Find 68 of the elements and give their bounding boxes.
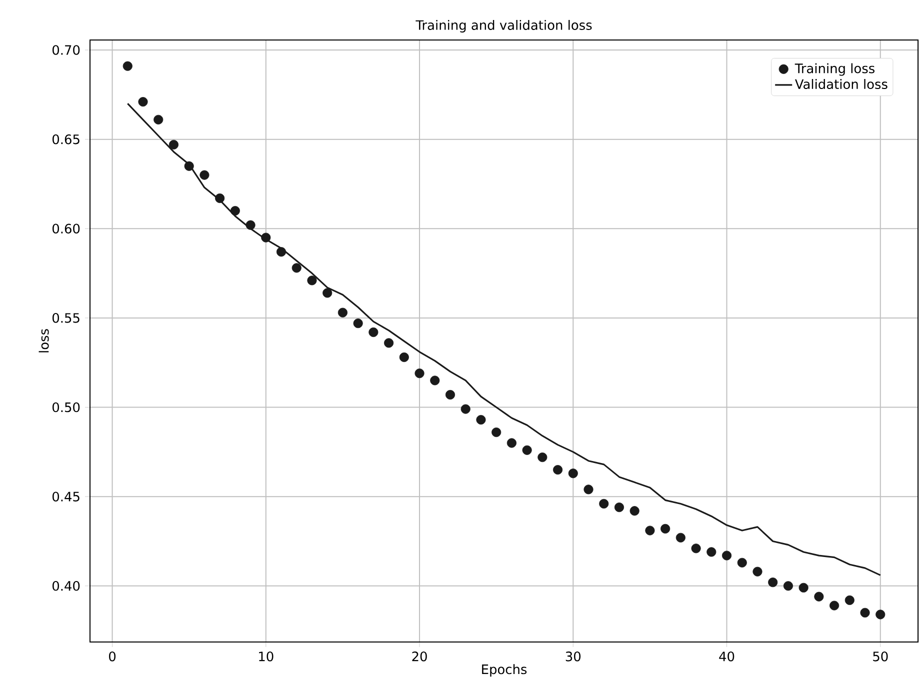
x-tick-label: 40 [719,652,734,662]
point [292,263,302,273]
point [138,97,148,107]
x-tick-label: 20 [412,652,427,662]
point [200,170,210,180]
point [630,506,640,516]
point [876,610,886,620]
point [752,566,762,576]
point [722,550,732,560]
point [599,498,609,509]
point [215,193,225,204]
legend-label: Validation loss [794,79,888,90]
point [368,327,378,338]
point [691,544,701,554]
point [276,247,286,257]
chart-title: Training and validation loss [416,20,592,32]
x-axis-title: Epochs [482,664,527,677]
point [814,592,824,602]
point [522,445,532,455]
point [645,526,655,536]
point [476,414,486,425]
point [322,288,332,298]
y-tick-label: 0.55 [52,313,80,323]
point [414,368,424,378]
point [538,452,548,462]
point [168,140,179,150]
point [737,558,747,568]
point [676,532,686,542]
point [430,376,440,386]
y-tick-label: 0.60 [52,224,80,234]
point [783,581,793,591]
point [353,318,363,328]
point [184,161,194,171]
point [860,608,870,618]
y-tick-label: 0.65 [52,134,80,144]
point [230,206,240,216]
point [552,465,563,475]
y-tick-label: 0.70 [52,45,80,55]
y-tick-label: 0.50 [52,402,80,412]
y-axis-title: loss [38,329,49,352]
point [460,404,470,414]
x-tick-label: 0 [109,652,116,662]
point [768,578,778,588]
x-tick-label: 10 [259,652,274,662]
point [384,338,394,348]
point [706,547,716,557]
point [122,61,132,71]
point [399,352,409,362]
point [307,276,317,286]
point [830,600,840,610]
point [584,484,594,494]
point [568,468,578,478]
point [261,232,271,242]
point [492,428,502,438]
y-tick-label: 0.45 [52,492,80,502]
point [246,220,256,230]
x-tick-label: 30 [566,652,581,662]
point [338,308,348,318]
point [154,114,164,124]
point [614,502,624,512]
legend-label: Training loss [794,63,875,76]
point [506,438,516,448]
x-tick-label: 50 [873,652,888,662]
y-tick-label: 0.40 [52,581,80,591]
point [445,390,456,400]
point [844,595,854,605]
point [660,524,670,534]
point [798,582,808,592]
